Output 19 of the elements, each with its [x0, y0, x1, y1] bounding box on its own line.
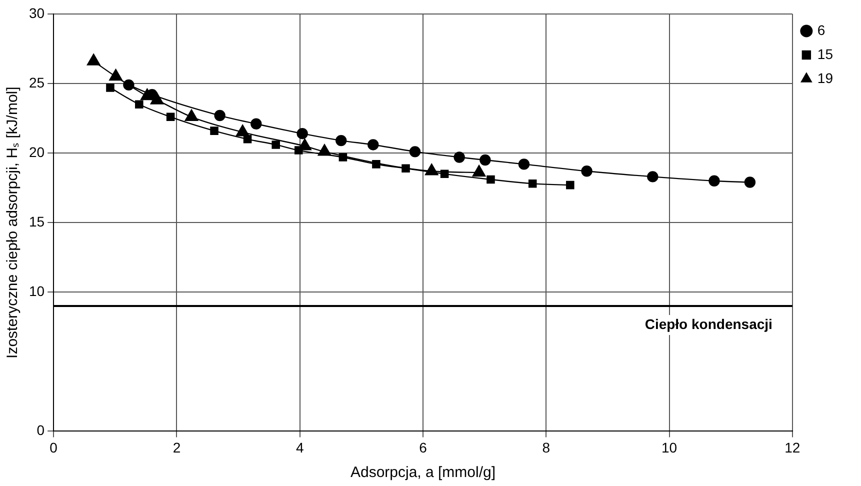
y-tick-label: 15	[28, 213, 45, 230]
y-tick-label: 30	[28, 4, 45, 21]
x-tick-label: 8	[542, 439, 550, 456]
x-axis-title: Adsorpcja, a [mmol/g]	[350, 464, 496, 482]
x-tick-label: 4	[296, 439, 304, 456]
x-tick-label: 10	[661, 439, 678, 456]
y-tick-label: 25	[28, 74, 45, 90]
y-axis-title: Izosteryczne ciepło adsorpcji, Hₛ [kJ/mol]	[4, 86, 22, 358]
legend-label: 19	[817, 70, 834, 86]
x-tick-label: 0	[50, 439, 58, 456]
y-tick-label: 20	[28, 144, 45, 160]
y-tick-label: 10	[28, 282, 45, 299]
legend-label: 6	[817, 22, 826, 38]
ref-line-label: Ciepło kondensacji	[644, 316, 772, 332]
legend-label: 15	[817, 46, 834, 62]
x-tick-label: 6	[419, 439, 428, 456]
x-tick-label: 12	[784, 439, 800, 456]
x-tick-label: 2	[172, 439, 181, 456]
y-tick-label: 0	[36, 422, 45, 438]
